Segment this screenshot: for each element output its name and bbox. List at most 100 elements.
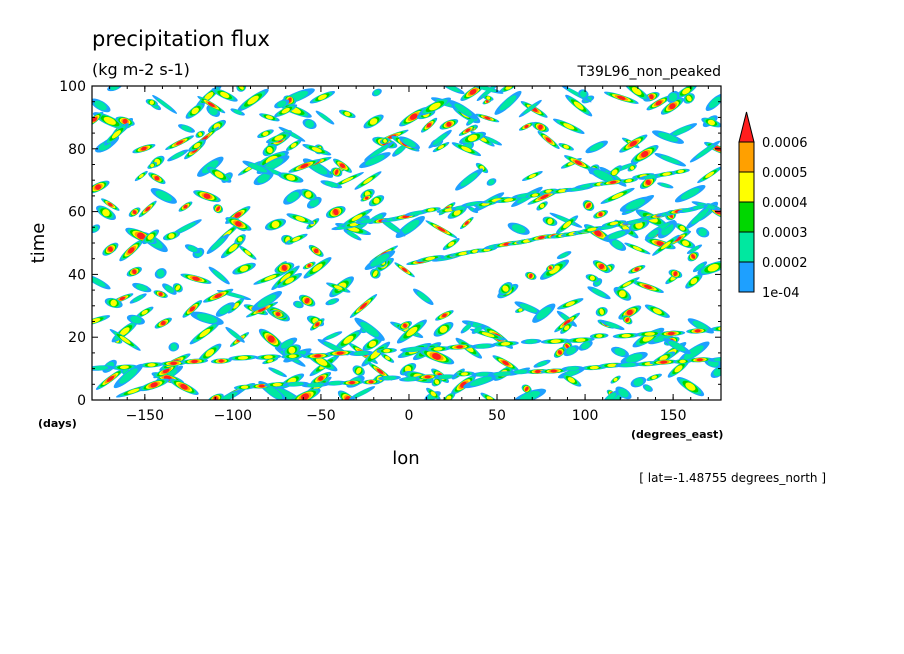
precip-cell xyxy=(302,143,332,156)
precip-contour xyxy=(538,235,545,240)
precip-contour xyxy=(258,307,266,312)
precip-contour xyxy=(696,358,703,362)
precip-cell xyxy=(604,91,639,104)
precip-contour xyxy=(318,376,324,381)
precip-cell xyxy=(148,172,166,185)
precip-cell xyxy=(689,204,708,211)
precip-contour xyxy=(674,236,682,242)
precip-cell xyxy=(400,346,427,353)
precip-cell xyxy=(686,244,703,254)
precip-contour xyxy=(645,179,651,186)
precip-contour xyxy=(458,251,469,256)
precip-contour xyxy=(154,175,160,181)
precip-cell xyxy=(652,234,680,256)
precip-contour xyxy=(564,325,570,331)
precip-cell xyxy=(363,114,384,129)
precip-cell xyxy=(615,362,643,368)
precip-cell xyxy=(225,326,245,343)
precip-cell xyxy=(138,200,157,218)
precip-cell xyxy=(139,378,170,392)
precip-contour xyxy=(529,273,533,279)
precip-contour xyxy=(499,95,517,111)
precip-contour xyxy=(713,357,721,362)
precip-cell xyxy=(119,239,144,262)
precip-contour xyxy=(454,205,467,210)
precip-cell xyxy=(660,97,684,115)
precip-contour xyxy=(247,95,259,105)
precip-contour xyxy=(272,382,282,387)
precip-contour xyxy=(607,363,617,368)
precip-contour xyxy=(369,380,374,384)
precip-cell xyxy=(276,337,298,351)
precip-cell xyxy=(481,196,512,204)
precip-contour xyxy=(622,281,632,287)
precip-contour xyxy=(333,208,339,216)
precip-contour xyxy=(651,375,657,380)
precip-cell xyxy=(599,320,625,331)
precip-contour xyxy=(536,306,552,320)
precip-contour xyxy=(171,151,185,160)
precip-cell xyxy=(259,113,280,122)
precipitation-field xyxy=(92,86,721,400)
precip-cell xyxy=(354,171,382,190)
precip-cell xyxy=(418,97,452,116)
precip-contour xyxy=(550,339,561,344)
precip-contour xyxy=(202,160,219,174)
precip-contour xyxy=(373,197,380,204)
precip-contour xyxy=(237,236,243,242)
precip-cell xyxy=(451,142,482,157)
precip-contour xyxy=(368,340,377,348)
precip-contour xyxy=(683,345,704,360)
precip-contour xyxy=(187,245,198,253)
precip-contour xyxy=(524,386,529,392)
precip-contour xyxy=(660,183,671,188)
y-tick-label: 60 xyxy=(68,205,86,221)
precip-contour xyxy=(288,346,296,354)
precip-contour xyxy=(599,263,605,270)
precip-contour xyxy=(563,144,569,149)
precip-cell xyxy=(542,216,558,226)
precip-contour xyxy=(677,169,684,174)
precip-contour xyxy=(363,177,373,184)
precip-cell xyxy=(654,152,687,167)
precip-cell xyxy=(145,98,158,107)
precip-contour xyxy=(545,137,552,143)
precip-cell xyxy=(454,371,475,377)
precip-contour xyxy=(401,219,420,235)
precip-contour xyxy=(353,351,369,356)
precip-cell xyxy=(685,273,703,289)
precip-contour xyxy=(281,264,287,271)
precip-cell xyxy=(619,178,638,184)
precip-contour xyxy=(360,219,375,224)
precip-contour xyxy=(281,107,290,114)
precip-contour xyxy=(549,265,560,274)
precip-cell xyxy=(380,353,395,363)
precip-contour xyxy=(107,246,113,252)
precip-cell xyxy=(705,93,721,112)
precip-contour xyxy=(203,193,211,199)
precip-contour xyxy=(432,352,441,360)
precip-contour xyxy=(122,118,128,124)
precip-cell xyxy=(262,357,279,365)
precip-contour xyxy=(130,315,142,324)
precip-cell xyxy=(463,374,499,389)
precip-contour xyxy=(181,125,192,132)
precip-cell xyxy=(274,104,298,118)
precip-contour xyxy=(625,179,632,183)
precip-contour xyxy=(343,335,354,344)
precip-cell xyxy=(486,178,497,186)
precip-contour xyxy=(594,230,602,237)
precip-contour xyxy=(274,135,284,141)
precip-cell xyxy=(475,162,489,174)
precip-contour xyxy=(659,355,668,362)
precip-contour xyxy=(119,365,129,370)
precip-contour xyxy=(581,341,591,350)
precip-contour xyxy=(644,284,652,290)
precip-cell xyxy=(333,158,352,173)
x-tick-label: −150 xyxy=(126,408,164,424)
legend-label: 0.0003 xyxy=(762,226,808,241)
precip-cell xyxy=(642,384,653,392)
precip-cell xyxy=(286,213,315,225)
precip-cell xyxy=(306,196,322,209)
